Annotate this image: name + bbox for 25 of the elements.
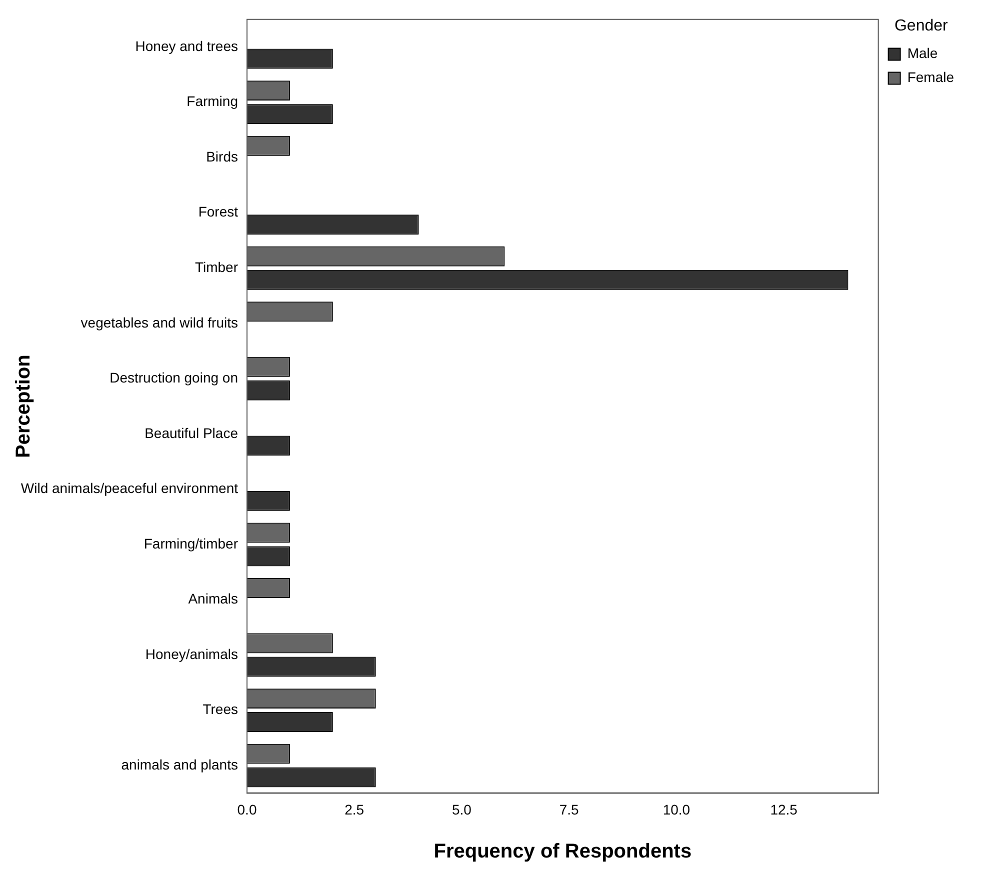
y-tick-label: Forest <box>198 204 238 220</box>
x-tick-label: 0.0 <box>237 801 257 818</box>
y-tick-label: Farming/timber <box>144 535 238 552</box>
x-tick-label: 12.5 <box>770 801 798 818</box>
y-tick-label: animals and plants <box>121 756 238 772</box>
y-tick-label: Birds <box>206 148 238 164</box>
y-tick-label: vegetables and wild fruits <box>80 314 238 330</box>
y-axis-title: Perception <box>12 354 35 458</box>
y-tick-label: Trees <box>202 701 238 718</box>
legend-label: Female <box>907 69 954 86</box>
x-tick-label: 2.5 <box>344 801 364 818</box>
y-tick-label: Destruction going on <box>110 370 238 386</box>
x-tick-label: 7.5 <box>559 801 580 818</box>
y-tick-label: Animals <box>188 590 238 607</box>
x-axis-title: Frequency of Respondents <box>434 840 692 863</box>
y-tick-label: Honey and trees <box>135 38 238 54</box>
x-tick-label: 10.0 <box>662 801 690 818</box>
legend-label: Male <box>907 45 938 62</box>
y-tick-label: Farming <box>186 93 238 110</box>
y-tick-label: Honey/animals <box>145 646 238 662</box>
y-tick-label: Wild animals/peaceful environment <box>20 480 238 496</box>
y-tick-label: Timber <box>194 258 238 275</box>
legend-title: Gender <box>894 17 949 34</box>
x-tick-label: 5.0 <box>452 801 472 818</box>
y-tick-label: Beautiful Place <box>144 424 238 441</box>
